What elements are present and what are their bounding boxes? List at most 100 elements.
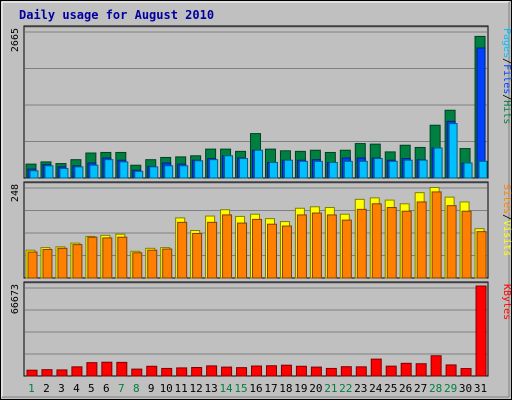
pages-bar <box>104 159 114 179</box>
kbytes-bar <box>26 369 38 377</box>
pages-bar <box>254 149 264 179</box>
kbytes-bar <box>221 366 233 377</box>
kbytes-bar <box>370 358 382 377</box>
sites-bar <box>162 248 173 279</box>
kbytes-bar <box>236 367 248 377</box>
kbytes-bar <box>340 366 352 377</box>
kbytes-bar <box>71 366 83 377</box>
day-label: 9 <box>148 382 155 395</box>
kbytes-bar <box>161 367 173 377</box>
pages-bar <box>478 160 488 179</box>
legend: Sites/Visits <box>501 184 512 256</box>
sites-bar <box>476 231 487 279</box>
sites-bar <box>147 249 158 279</box>
kbytes-bar <box>56 369 68 377</box>
pages-bar <box>164 165 174 179</box>
day-label: 25 <box>384 382 397 395</box>
sites-bar <box>102 237 113 279</box>
day-label: 10 <box>160 382 173 395</box>
sites-bar <box>117 236 128 279</box>
day-label: 29 <box>444 382 457 395</box>
day-label: 6 <box>103 382 110 395</box>
day-label: 22 <box>339 382 352 395</box>
kbytes-bar <box>430 355 442 377</box>
legend: KBytes <box>501 284 512 320</box>
pages-bar <box>149 166 159 179</box>
sites-bar <box>461 210 472 279</box>
kbytes-bar <box>475 285 487 377</box>
pages-bar <box>239 158 249 179</box>
sites-bar <box>177 221 188 279</box>
legend-separator: / <box>501 58 512 64</box>
kbytes-bar <box>101 361 113 377</box>
sites-bar <box>401 210 412 279</box>
pages-bar <box>433 147 443 179</box>
pages-bar <box>328 161 338 179</box>
pages-bar <box>134 170 144 179</box>
legend-separator: / <box>501 214 512 220</box>
sites-bar <box>416 201 427 279</box>
day-label: 14 <box>219 382 233 395</box>
sites-bar <box>27 251 38 279</box>
pages-bar <box>44 165 54 179</box>
day-label: 18 <box>279 382 292 395</box>
day-label: 7 <box>118 382 125 395</box>
kbytes-bar <box>445 364 457 377</box>
pages-bar <box>418 159 428 179</box>
y-max-tick-label: 2665 <box>10 28 21 52</box>
pages-bar <box>89 164 99 179</box>
kbytes-bar <box>265 365 277 377</box>
legend-item-hits: Hits <box>501 100 512 124</box>
y-max-tick-label: 248 <box>10 184 21 202</box>
sites-bar <box>72 244 83 279</box>
sites-bar <box>252 218 263 279</box>
pages-bar <box>209 159 219 179</box>
sites-bar <box>386 207 397 279</box>
kbytes-bar <box>295 365 307 377</box>
sites-bar <box>132 252 143 279</box>
legend-item-kbytes: KBytes <box>501 284 512 320</box>
day-label: 1 <box>28 382 35 395</box>
kbytes-bar <box>460 368 472 377</box>
day-label: 3 <box>58 382 65 395</box>
sites-bar <box>311 212 322 279</box>
kbytes-bar <box>206 365 218 377</box>
kbytes-bar <box>131 368 143 377</box>
day-label: 24 <box>369 382 383 395</box>
kbytes-bar <box>385 365 397 377</box>
sites-bar <box>207 221 218 279</box>
legend-item-visits: Visits <box>501 220 512 256</box>
pages-bar <box>343 160 353 179</box>
sites-bar <box>192 232 203 279</box>
pages-bar <box>59 168 69 179</box>
pages-bar <box>298 160 308 179</box>
sites-bar <box>341 219 352 279</box>
day-label: 2 <box>43 382 50 395</box>
day-labels: 1 2 3 4 5 6 7 8 9 10 11 12 13 14 15 16 17 18 19 20 21 22 23 24 2… <box>28 382 487 395</box>
legend-item-pages: Pages <box>501 28 512 58</box>
sites-bar <box>222 214 233 279</box>
sites-bar <box>87 236 98 279</box>
day-label: 17 <box>264 382 277 395</box>
legend-separator: / <box>501 94 512 100</box>
kbytes-bar <box>251 365 263 377</box>
sites-bar <box>326 214 337 279</box>
pages-bar <box>268 161 278 179</box>
kbytes-bar <box>400 362 412 377</box>
kbytes-bar <box>280 364 292 377</box>
pages-bar <box>119 161 129 179</box>
day-label: 19 <box>294 382 307 395</box>
panel-3: 66673 KBytes <box>10 281 512 377</box>
chart-title: Daily usage for August 2010 <box>19 8 214 22</box>
day-label: 28 <box>429 382 442 395</box>
pages-bar <box>448 123 458 179</box>
kbytes-bar <box>325 367 337 377</box>
day-label: 5 <box>88 382 95 395</box>
sites-bar <box>356 208 367 279</box>
pages-bar <box>373 158 383 179</box>
sites-bar <box>371 203 382 279</box>
pages-bar <box>179 165 189 179</box>
day-label: 23 <box>354 382 367 395</box>
day-label: 8 <box>133 382 140 395</box>
